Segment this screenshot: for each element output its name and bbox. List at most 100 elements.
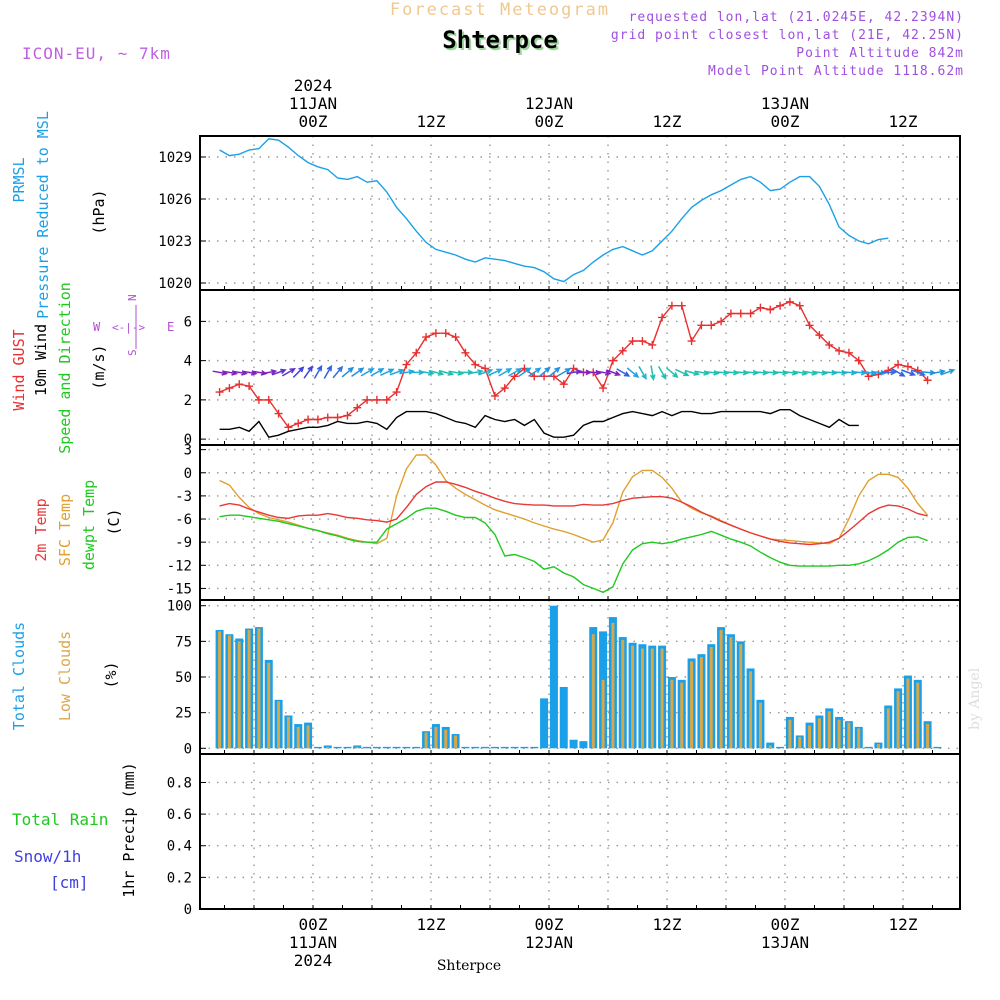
gust-point bbox=[628, 337, 637, 346]
pressure-series-line bbox=[219, 138, 889, 283]
top-time-label: 00Z bbox=[771, 112, 800, 131]
gust-point bbox=[422, 333, 431, 342]
top-time-label: 00Z bbox=[299, 112, 328, 131]
temp2m-label: 2m Temp bbox=[32, 498, 50, 561]
gust-point bbox=[766, 305, 775, 314]
pressure-panel: 1020 1023 1026 1029 bbox=[158, 135, 961, 292]
gust-point bbox=[294, 419, 303, 428]
total-clouds-bar bbox=[343, 746, 352, 749]
gust-point bbox=[245, 382, 254, 391]
low-clouds-bar bbox=[660, 648, 664, 749]
low-clouds-bar bbox=[591, 634, 595, 749]
place-title: Shterpce bbox=[442, 26, 558, 54]
dewpt-series-line bbox=[219, 507, 928, 594]
low-clouds-bar bbox=[640, 648, 644, 749]
wind-direction-arrow bbox=[303, 365, 314, 379]
total-clouds-bar bbox=[412, 746, 421, 749]
gust-point bbox=[461, 348, 470, 357]
gust-point bbox=[815, 331, 824, 340]
top-time-label: 12JAN bbox=[525, 94, 573, 113]
gust-point bbox=[392, 388, 401, 397]
wind-direction-arrow bbox=[881, 369, 897, 376]
gust-point bbox=[343, 411, 352, 420]
wind-direction-arrow bbox=[596, 370, 612, 376]
gust-point bbox=[363, 395, 372, 404]
total-clouds-bar bbox=[481, 746, 490, 749]
wind-direction-arrow bbox=[901, 369, 917, 377]
wind-direction-arrow bbox=[606, 369, 622, 377]
model-altitude: Model Point Altitude 1118.62m bbox=[708, 64, 964, 79]
wind-direction-arrow bbox=[271, 368, 287, 376]
low-clouds-bar bbox=[218, 631, 222, 749]
compass-north: N bbox=[126, 294, 139, 301]
gust-point bbox=[441, 329, 450, 338]
low-clouds-bar bbox=[454, 735, 458, 749]
y-tick-label: 4 bbox=[184, 354, 192, 370]
low-clouds-bar bbox=[277, 701, 281, 749]
bottom-time-label: 12Z bbox=[417, 915, 446, 934]
gust-point bbox=[304, 415, 313, 424]
total-clouds-bar bbox=[579, 741, 588, 749]
gust-point bbox=[402, 360, 411, 369]
low-clouds-bar bbox=[808, 725, 812, 749]
compass-south: S bbox=[126, 349, 139, 356]
compass-west: W bbox=[93, 320, 101, 334]
temp-unit: (C) bbox=[105, 508, 123, 535]
low-clouds-bar bbox=[719, 629, 723, 749]
gust-point bbox=[785, 297, 794, 306]
wind-unit: (m/s) bbox=[90, 344, 108, 389]
pressure-label: PRMSL bbox=[10, 157, 28, 202]
y-tick-label: 0 bbox=[184, 741, 192, 757]
y-tick-label: -6 bbox=[175, 512, 192, 528]
y-tick-label: 0 bbox=[184, 432, 192, 448]
wind-direction-arrow bbox=[528, 367, 542, 378]
gust-point bbox=[313, 415, 322, 424]
y-tick-label: 0.2 bbox=[167, 870, 192, 886]
wind-direction-arrow bbox=[428, 369, 445, 376]
low-clouds-bar bbox=[749, 671, 753, 749]
footer-place: Shterpce bbox=[436, 958, 502, 974]
total-clouds-bar bbox=[333, 746, 342, 749]
snow-unit-label: [cm] bbox=[50, 873, 89, 892]
wind-direction-arrow bbox=[626, 367, 640, 379]
temp-frame bbox=[199, 444, 961, 601]
y-tick-label: 0.4 bbox=[167, 839, 192, 855]
y-tick-label: 1029 bbox=[158, 150, 192, 166]
gust-point bbox=[726, 309, 735, 318]
low-clouds-bar bbox=[896, 691, 900, 749]
total-clouds-bar bbox=[392, 746, 401, 749]
gust-point bbox=[638, 337, 647, 346]
compass-east: E bbox=[167, 320, 174, 334]
low-clouds-bar bbox=[650, 648, 654, 749]
top-time-label: 12Z bbox=[653, 112, 682, 131]
y-tick-label: -3 bbox=[175, 489, 192, 505]
wind-direction-arrow bbox=[930, 369, 947, 375]
gust-point bbox=[736, 309, 745, 318]
low-clouds-bar bbox=[758, 702, 762, 749]
gust-point bbox=[549, 372, 558, 381]
gust-point bbox=[530, 372, 539, 381]
wind-frame bbox=[199, 289, 961, 446]
gust-point bbox=[864, 372, 873, 381]
low-clouds-bar bbox=[257, 628, 261, 749]
wind-direction-arrow bbox=[638, 365, 647, 380]
gust-point bbox=[215, 388, 224, 397]
low-clouds-bar bbox=[827, 711, 831, 749]
wind-direction-arrow bbox=[380, 368, 395, 377]
gust-point bbox=[599, 384, 608, 393]
y-tick-label: -12 bbox=[167, 558, 192, 574]
total-clouds-bar bbox=[363, 746, 372, 749]
wind-direction-arrow bbox=[557, 368, 572, 377]
top-time-label: 11JAN bbox=[289, 94, 337, 113]
low-clouds-bar bbox=[906, 678, 910, 749]
gust-point bbox=[264, 395, 273, 404]
total-clouds-bar bbox=[313, 746, 322, 749]
gust-point bbox=[648, 340, 657, 349]
total-clouds-bar bbox=[776, 746, 785, 749]
wind-direction-arrow bbox=[657, 365, 667, 380]
low-clouds-bar bbox=[680, 682, 684, 749]
wind-series-line bbox=[219, 409, 859, 438]
total-clouds-bar bbox=[461, 746, 470, 749]
wind-direction-arrow bbox=[351, 367, 365, 378]
low-clouds-bar bbox=[886, 708, 890, 749]
